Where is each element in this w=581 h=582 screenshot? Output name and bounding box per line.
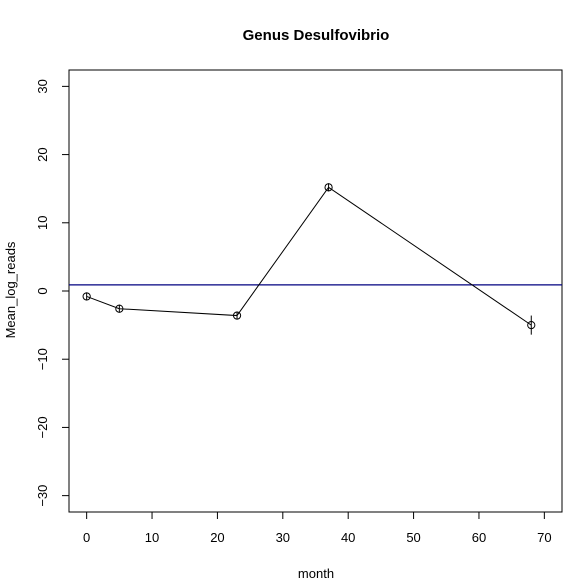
x-tick-label: 10: [145, 530, 159, 545]
y-tick-label: 20: [35, 147, 50, 161]
x-tick-label: 40: [341, 530, 355, 545]
x-tick-label: 20: [210, 530, 224, 545]
x-tick-label: 60: [472, 530, 486, 545]
y-tick-label: 0: [35, 287, 50, 294]
data-point: [82, 292, 91, 301]
y-axis: −30 −20 −10 0 10 20 30: [35, 79, 70, 507]
x-axis: 0 10 20 30 40 50 60 70: [83, 511, 552, 545]
data-point: [324, 183, 333, 192]
series-group: [82, 183, 536, 335]
y-tick-label: −30: [35, 485, 50, 507]
x-tick-label: 30: [276, 530, 290, 545]
y-tick-label: 30: [35, 79, 50, 93]
x-axis-label: month: [298, 566, 334, 581]
x-tick-label: 70: [537, 530, 551, 545]
chart-title: Genus Desulfovibrio: [243, 27, 390, 44]
data-point: [115, 304, 124, 313]
x-tick-label: 50: [406, 530, 420, 545]
y-tick-label: −10: [35, 348, 50, 370]
y-tick-label: −20: [35, 416, 50, 438]
data-point: [527, 321, 536, 330]
y-axis-label: Mean_log_reads: [3, 241, 18, 338]
data-point: [232, 311, 242, 320]
x-tick-label: 0: [83, 530, 90, 545]
y-tick-label: 10: [35, 216, 50, 230]
